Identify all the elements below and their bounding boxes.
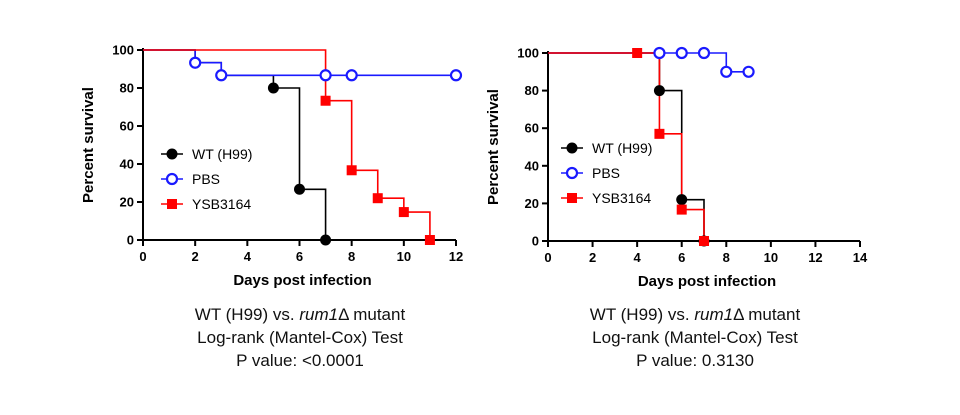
data-point xyxy=(449,69,463,82)
legend-label: PBS xyxy=(592,165,620,181)
legend-label: YSB3164 xyxy=(592,190,651,206)
data-point xyxy=(346,165,357,176)
data-point xyxy=(189,56,202,69)
y-axis-label: Percent survival xyxy=(485,89,502,205)
caption-right-line2: Log-rank (Mantel-Cox) Test xyxy=(592,328,798,347)
data-point xyxy=(398,207,409,218)
caption-left-line3: P value: <0.0001 xyxy=(236,351,364,370)
x-tick-label: 0 xyxy=(139,249,146,264)
y-tick-label: 20 xyxy=(120,195,134,210)
data-point xyxy=(294,183,305,195)
x-tick-label: 4 xyxy=(634,250,642,265)
data-point xyxy=(632,48,643,58)
legend-marker xyxy=(166,148,178,160)
data-point xyxy=(676,194,688,206)
y-tick-label: 40 xyxy=(525,158,539,173)
y-tick-label: 100 xyxy=(112,43,134,58)
x-tick-label: 10 xyxy=(764,250,778,265)
data-point xyxy=(742,65,755,78)
data-point xyxy=(653,46,666,60)
legend-label: WT (H99) xyxy=(592,140,652,156)
data-point xyxy=(320,95,331,106)
legend-marker xyxy=(165,172,179,186)
y-tick-label: 80 xyxy=(120,81,134,96)
y-tick-label: 0 xyxy=(127,233,134,248)
data-point xyxy=(720,65,733,78)
caption-left: WT (H99) vs. rum1Δ mutant Log-rank (Mant… xyxy=(140,303,460,372)
data-point xyxy=(215,69,228,82)
data-point xyxy=(699,236,709,246)
legend-marker xyxy=(566,142,578,154)
data-point xyxy=(267,82,279,94)
x-tick-label: 6 xyxy=(678,250,685,265)
chart-panel-left: 0 20 40 60 80 100 0 2 4 6 8 10 12 Days post infection… xyxy=(80,43,463,290)
series-line-1 xyxy=(548,52,749,73)
data-point xyxy=(654,128,665,139)
x-tick-label: 14 xyxy=(853,250,868,265)
x-tick-label: 4 xyxy=(244,249,252,264)
x-tick-label: 12 xyxy=(449,249,463,264)
data-point xyxy=(319,69,332,82)
y-tick-label: 0 xyxy=(532,234,539,249)
caption-left-line1: WT (H99) vs. rum1Δ mutant xyxy=(194,305,406,324)
y-tick-label: 20 xyxy=(525,196,539,211)
series-line-2 xyxy=(143,49,431,240)
legend-marker xyxy=(167,199,177,209)
data-point xyxy=(345,69,358,82)
x-tick-label: 10 xyxy=(397,249,411,264)
legend-marker xyxy=(565,166,579,180)
x-tick-label: 8 xyxy=(723,250,730,265)
legend-label: PBS xyxy=(192,171,220,187)
y-tick-label: 100 xyxy=(517,46,539,61)
legend-label: YSB3164 xyxy=(192,196,251,212)
data-point xyxy=(676,204,687,215)
x-tick-label: 0 xyxy=(544,250,551,265)
x-tick-label: 2 xyxy=(192,249,199,264)
y-tick-label: 80 xyxy=(525,83,539,98)
y-tick-label: 60 xyxy=(120,119,134,134)
data-point xyxy=(424,235,435,245)
data-point xyxy=(320,234,332,246)
caption-right-line1: WT (H99) vs. rum1Δ mutant xyxy=(589,305,801,324)
caption-right-line3: P value: 0.3130 xyxy=(636,351,754,370)
caption-left-line2: Log-rank (Mantel-Cox) Test xyxy=(197,328,403,347)
data-point xyxy=(697,46,711,60)
y-tick-label: 40 xyxy=(120,157,134,172)
data-point xyxy=(675,46,688,60)
x-axis-label: Days post infection xyxy=(638,273,776,290)
caption-right: WT (H99) vs. rum1Δ mutant Log-rank (Mant… xyxy=(535,303,855,372)
x-axis-label: Days post infection xyxy=(233,272,371,289)
x-tick-label: 2 xyxy=(589,250,596,265)
y-tick-label: 60 xyxy=(525,121,539,136)
legend-label: WT (H99) xyxy=(192,146,252,162)
chart-panel-right: 0 20 40 60 80 100 0 2 4 6 8 10 12 14 Days post infecti… xyxy=(485,46,868,291)
data-point xyxy=(653,85,665,97)
y-axis-label: Percent survival xyxy=(80,87,97,203)
legend-marker xyxy=(567,193,577,203)
data-point xyxy=(372,193,383,204)
x-tick-label: 12 xyxy=(808,250,822,265)
x-tick-label: 8 xyxy=(348,249,355,264)
x-tick-label: 6 xyxy=(296,249,303,264)
